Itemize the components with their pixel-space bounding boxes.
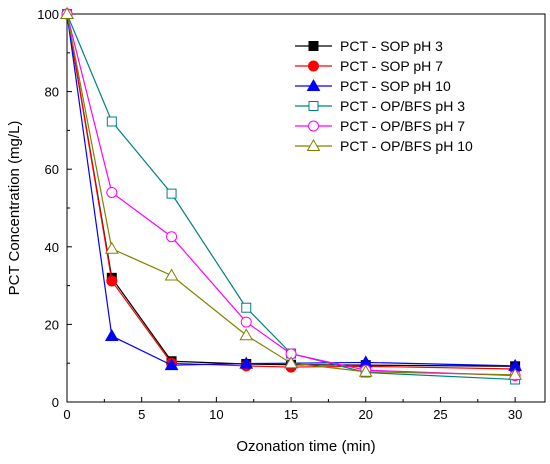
y-tick-label: 0 xyxy=(52,395,59,410)
y-tick-label: 40 xyxy=(45,240,59,255)
x-tick-label: 15 xyxy=(284,407,298,422)
data-point xyxy=(241,302,252,313)
legend-label: PCT - OP/BFS pH 7 xyxy=(340,118,465,134)
y-tick-label: 100 xyxy=(37,7,59,22)
legend-label: PCT - SOP pH 3 xyxy=(340,38,443,54)
data-point xyxy=(60,6,74,19)
series xyxy=(61,8,521,382)
y-tick-label: 80 xyxy=(45,85,59,100)
series xyxy=(62,9,521,385)
y-tick-label: 60 xyxy=(45,162,59,177)
x-tick-label: 20 xyxy=(359,407,373,422)
y-axis-title: PCT Concentration (mg/L) xyxy=(6,121,23,296)
legend-item: PCT - SOP pH 10 xyxy=(295,78,451,94)
x-tick-label: 10 xyxy=(209,407,223,422)
series-layer xyxy=(60,6,522,385)
y-tick-label: 20 xyxy=(45,317,59,332)
legend-label: PCT - SOP pH 7 xyxy=(340,58,443,74)
legend: PCT - SOP pH 3 PCT - SOP pH 7 PCT - SOP pH… xyxy=(295,38,473,154)
data-point xyxy=(104,241,119,254)
legend-item: PCT - OP/BFS pH 7 xyxy=(295,118,465,134)
x-tick-label: 30 xyxy=(508,407,522,422)
legend-item: PCT - SOP pH 3 xyxy=(295,38,443,54)
series xyxy=(60,6,522,380)
data-point xyxy=(106,116,117,127)
x-tick-label: 25 xyxy=(433,407,447,422)
data-point xyxy=(308,120,319,132)
data-point xyxy=(166,188,177,199)
legend-item: PCT - OP/BFS pH 10 xyxy=(295,138,473,154)
data-point xyxy=(164,268,179,281)
legend-item: PCT - OP/BFS pH 3 xyxy=(295,98,465,114)
data-point xyxy=(240,316,252,328)
series-line xyxy=(66,13,516,381)
series-line xyxy=(66,13,516,370)
axis-ticks: 0 5 10 15 20 25 30 0 20 40 60 80 100 xyxy=(37,7,522,422)
data-point xyxy=(104,329,119,342)
data-point xyxy=(306,78,321,91)
data-point xyxy=(308,101,319,111)
data-point xyxy=(164,358,179,371)
data-point xyxy=(306,138,321,151)
legend-item: PCT - SOP pH 7 xyxy=(295,58,443,74)
x-tick-label: 0 xyxy=(63,407,70,422)
plot-frame xyxy=(66,13,546,403)
legend-label: PCT - OP/BFS pH 10 xyxy=(340,138,473,154)
series xyxy=(61,8,521,375)
data-point xyxy=(308,60,319,72)
data-point xyxy=(106,186,118,198)
series-line xyxy=(66,13,516,376)
x-axis-title: Ozonation time (min) xyxy=(236,438,375,455)
legend-label: PCT - SOP pH 10 xyxy=(340,78,451,94)
data-point xyxy=(284,356,298,369)
data-point xyxy=(106,275,118,287)
series-line xyxy=(66,13,516,367)
series xyxy=(60,6,522,371)
data-point xyxy=(239,356,254,369)
data-point xyxy=(166,231,178,243)
data-point xyxy=(239,328,254,341)
data-point xyxy=(358,364,373,377)
series-line xyxy=(66,13,516,377)
series-line xyxy=(66,13,516,367)
data-point xyxy=(508,367,522,380)
data-point xyxy=(308,41,319,51)
legend-label: PCT - OP/BFS pH 3 xyxy=(340,98,465,114)
series xyxy=(62,9,521,372)
x-tick-label: 5 xyxy=(138,407,145,422)
